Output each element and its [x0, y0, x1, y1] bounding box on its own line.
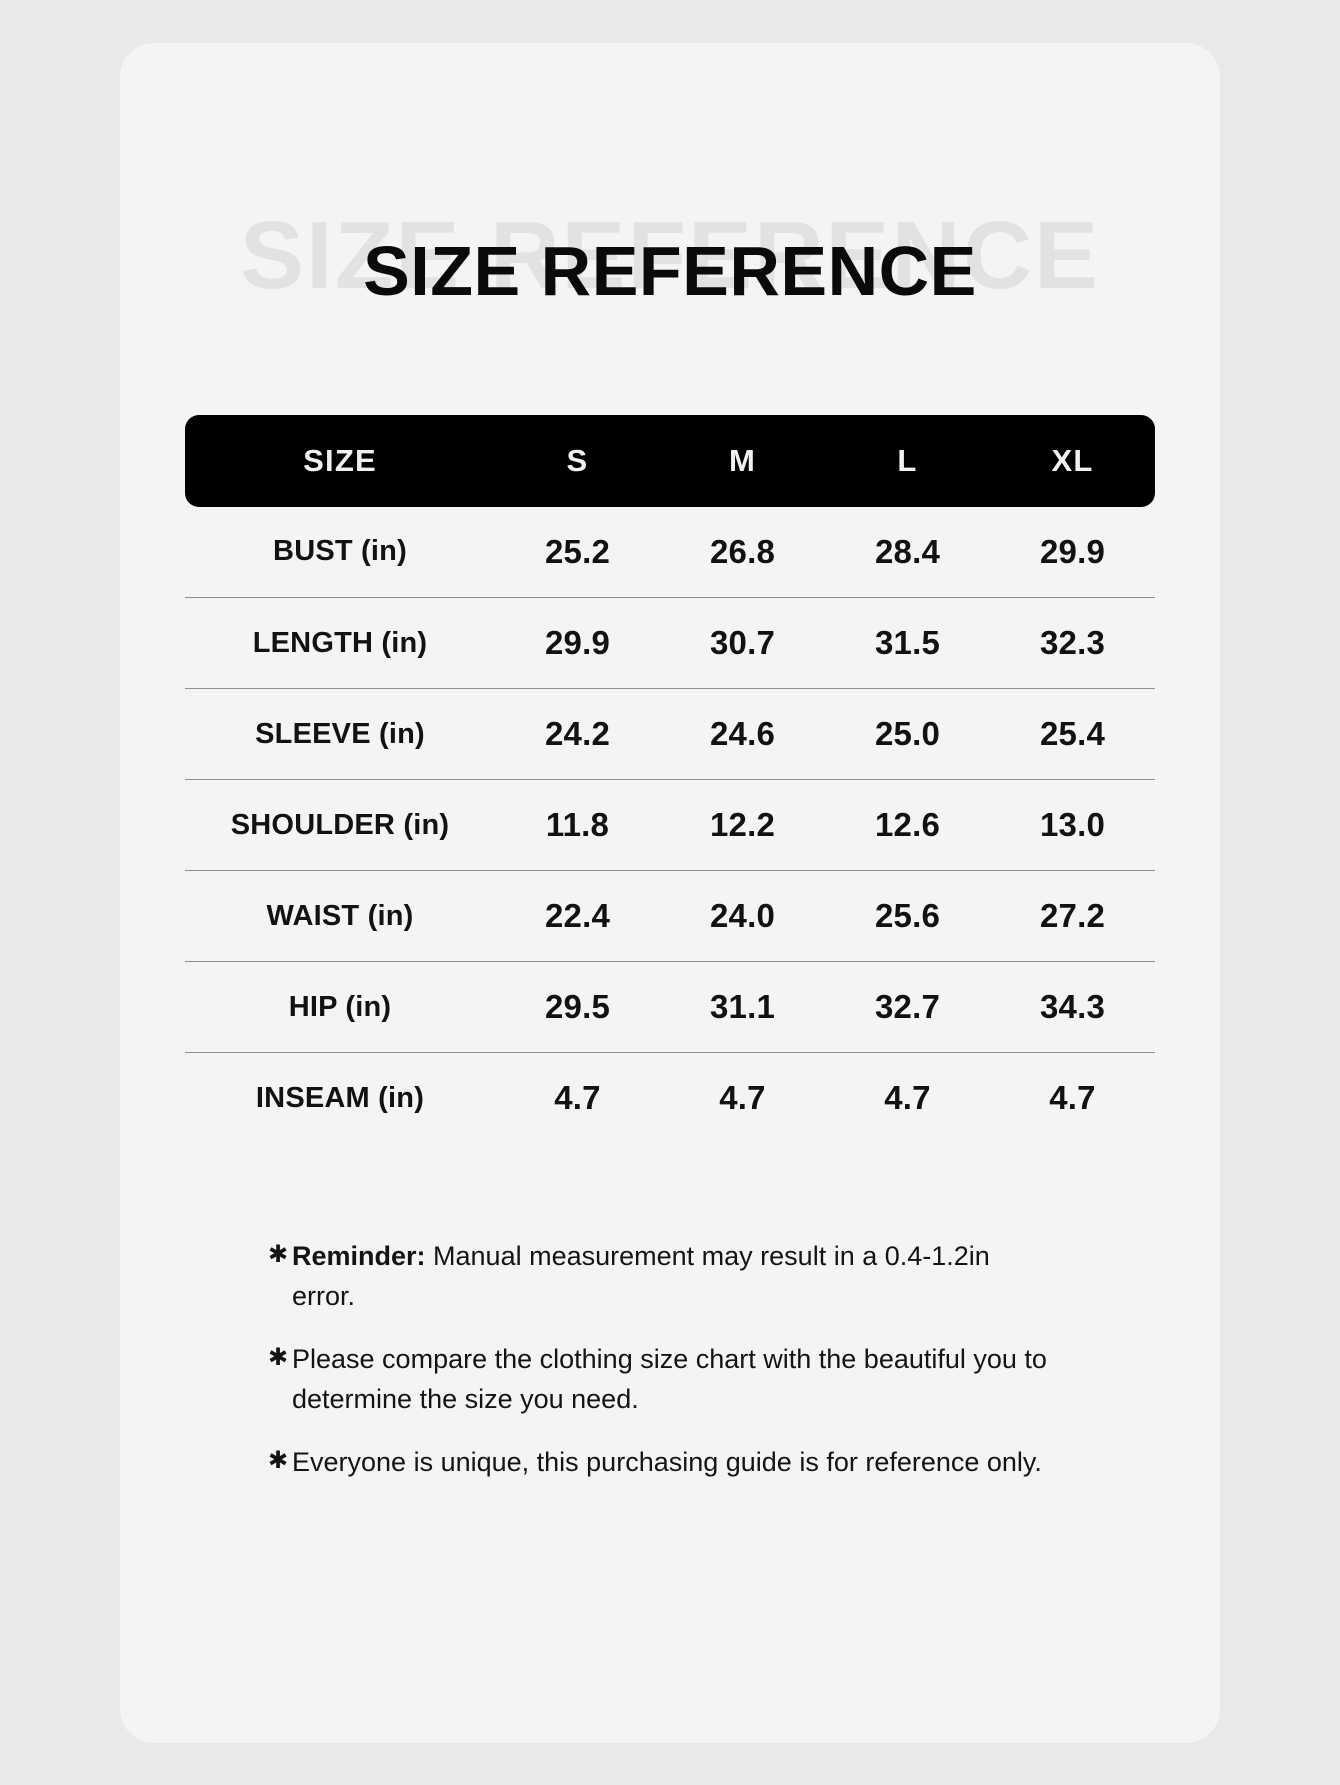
- asterisk-icon: ✱: [268, 1343, 289, 1371]
- cell-shoulder-s: 11.8: [495, 779, 660, 871]
- size-table-head: SIZE S M L XL: [185, 414, 1155, 507]
- row-label-bust: BUST (in): [185, 506, 495, 598]
- cell-bust-s: 25.2: [495, 506, 660, 598]
- note-text: Reminder: Manual measurement may result …: [292, 1236, 1052, 1317]
- note-body-text: Manual measurement may result in a 0.4-1…: [292, 1240, 990, 1312]
- cell-inseam-s: 4.7: [554, 1079, 601, 1117]
- cell-length-s: 29.9: [495, 597, 660, 689]
- page-title: SIZE REFERENCE: [363, 231, 977, 310]
- cell-sleeve-xl: 25.4: [990, 688, 1155, 780]
- cell-length-xl: 32.3: [990, 597, 1155, 689]
- column-header-l: L: [825, 414, 990, 507]
- column-header-m: M: [660, 414, 825, 507]
- row-label-sleeve: SLEEVE (in): [185, 688, 495, 780]
- column-header-size: SIZE: [185, 414, 495, 507]
- note-item-reminder: ✱ Reminder: Manual measurement may resul…: [268, 1236, 1120, 1317]
- table-row: SHOULDER (in) 11.8 12.2 12.6 13.0: [185, 779, 1155, 871]
- table-row: LENGTH (in) 29.9 30.7 31.5 32.3: [185, 597, 1155, 689]
- cell-bust-m: 26.8: [660, 506, 825, 598]
- row-label-hip: HIP (in): [185, 961, 495, 1053]
- table-row: HIP (in) 29.5 31.1 32.7 34.3: [185, 961, 1155, 1053]
- size-table-container: SIZE S M L XL BUST (in) 25.2 26.8 28.4 2…: [185, 414, 1155, 1144]
- cell-inseam-xl: 4.7: [1049, 1079, 1096, 1117]
- asterisk-icon: ✱: [268, 1240, 289, 1268]
- cell-hip-xl: 34.3: [990, 961, 1155, 1053]
- size-table: SIZE S M L XL BUST (in) 25.2 26.8 28.4 2…: [185, 414, 1155, 1144]
- cell-bust-xl: 29.9: [990, 506, 1155, 598]
- cell-waist-m: 24.0: [660, 870, 825, 962]
- cell-hip-l: 32.7: [825, 961, 990, 1053]
- title-ghost-text: SIZE REFERENCE: [239, 201, 1101, 309]
- cell-sleeve-l: 25.0: [825, 688, 990, 780]
- cell-length-l: 31.5: [825, 597, 990, 689]
- cell-length-m: 30.7: [660, 597, 825, 689]
- note-text: Everyone is unique, this purchasing guid…: [292, 1446, 1042, 1477]
- note-text: Please compare the clothing size chart w…: [292, 1343, 1047, 1415]
- row-label-shoulder: SHOULDER (in): [185, 779, 495, 871]
- note-item-unique: ✱ Everyone is unique, this purchasing gu…: [268, 1442, 1120, 1483]
- size-table-body: BUST (in) 25.2 26.8 28.4 29.9 LENGTH (in…: [185, 506, 1155, 1144]
- asterisk-icon: ✱: [268, 1446, 289, 1474]
- cell-shoulder-xl: 13.0: [990, 779, 1155, 871]
- column-header-xl: XL: [990, 414, 1155, 507]
- column-header-s: S: [495, 414, 660, 507]
- cell-hip-m: 31.1: [660, 961, 825, 1053]
- table-row: SLEEVE (in) 24.2 24.6 25.0 25.4: [185, 688, 1155, 780]
- note-item-compare: ✱ Please compare the clothing size chart…: [268, 1339, 1120, 1420]
- cell-bust-l: 28.4: [825, 506, 990, 598]
- row-label-length: LENGTH (in): [185, 597, 495, 689]
- table-row: WAIST (in) 22.4 24.0 25.6 27.2: [185, 870, 1155, 962]
- cell-sleeve-m: 24.6: [660, 688, 825, 780]
- table-header-row: SIZE S M L XL: [185, 414, 1155, 507]
- row-label-waist: WAIST (in): [185, 870, 495, 962]
- title-block: SIZE REFERENCE SIZE REFERENCE: [120, 201, 1220, 358]
- table-row: BUST (in) 25.2 26.8 28.4 29.9: [185, 506, 1155, 598]
- size-chart-card: SIZE REFERENCE SIZE REFERENCE SIZE S M: [120, 42, 1220, 1743]
- note-lead-label: Reminder:: [292, 1240, 426, 1271]
- cell-inseam-l: 4.7: [884, 1079, 931, 1117]
- cell-shoulder-l: 12.6: [825, 779, 990, 871]
- cell-waist-s: 22.4: [495, 870, 660, 962]
- cell-sleeve-s: 24.2: [495, 688, 660, 780]
- cell-hip-s: 29.5: [495, 961, 660, 1053]
- table-row: INSEAM (in) 4.7 4.7 4.7 4.7: [185, 1053, 1155, 1144]
- cell-inseam-m: 4.7: [719, 1079, 766, 1117]
- cell-shoulder-m: 12.2: [660, 779, 825, 871]
- notes-section: ✱ Reminder: Manual measurement may resul…: [220, 1236, 1120, 1483]
- cell-waist-l: 25.6: [825, 870, 990, 962]
- row-label-inseam: INSEAM (in): [255, 1081, 425, 1114]
- cell-waist-xl: 27.2: [990, 870, 1155, 962]
